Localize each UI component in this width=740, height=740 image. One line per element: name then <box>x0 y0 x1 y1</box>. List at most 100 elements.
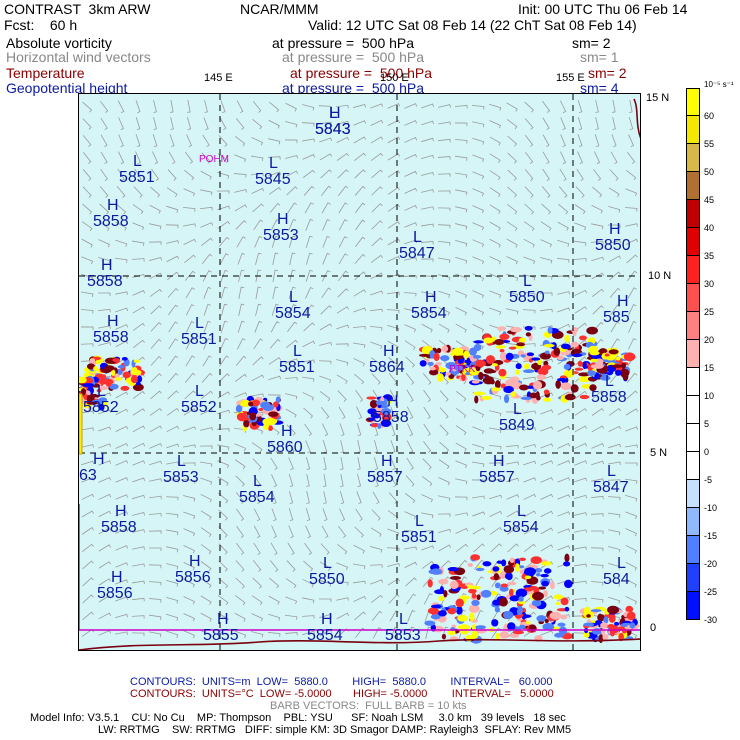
pressure-center-low: L 5845 <box>255 155 291 188</box>
field-sm-temperature: sm= 2 <box>588 65 627 81</box>
pressure-center-low: L 5858 <box>591 373 627 406</box>
colorbar-segment <box>686 592 700 620</box>
colorbar-level-label: 20 <box>704 335 715 345</box>
colorbar-level-label: 0 <box>704 447 710 457</box>
pressure-center-high: H 5864 <box>369 343 405 376</box>
pressure-center-low: L 5852 <box>181 383 217 416</box>
lon-tick-150: 150 E <box>380 72 409 84</box>
contours-temperature-info: CONTOURS: UNITS=°C LOW= -5.0000 HIGH= -5… <box>130 688 554 700</box>
colorbar-segment <box>686 312 700 340</box>
pressure-center-low: L 5850 <box>509 273 545 306</box>
barb-info: BARB VECTORS: FULL BARB = 10 kts <box>270 700 467 712</box>
model-info-line2: LW: RRTMG SW: RRTMG DIFF: simple KM: 3D … <box>98 724 572 736</box>
pressure-center-low: L 5851 <box>279 343 315 376</box>
field-pressure-geopotential: at pressure = 500 hPa <box>282 80 425 96</box>
pressure-center-high: H 5850 <box>595 221 631 254</box>
colorbar-level-label: 50 <box>704 167 715 177</box>
pressure-center-low: L 5843 <box>315 105 351 138</box>
pressure-center-high: H 5853 <box>263 211 299 244</box>
org-title: NCAR/MMM <box>240 1 319 17</box>
pressure-center-high: H 5843 <box>315 105 351 138</box>
lat-tick-10n: 10 N <box>648 270 672 282</box>
colorbar-level-label: 10 <box>704 391 715 401</box>
pressure-center-high: H 585 <box>603 293 630 326</box>
pressure-center-high: H 5858 <box>101 503 137 536</box>
pressure-center-low: L 5852 <box>83 383 119 416</box>
colorbar-level-label: 55 <box>704 139 715 149</box>
pressure-center-low: L 5847 <box>399 229 435 262</box>
lon-tick-145: 145 E <box>204 72 233 84</box>
pressure-center-low: L 584 <box>603 555 630 588</box>
model-info-line1: Model Info: V3.5.1 CU: No Cu MP: Thompso… <box>30 712 566 724</box>
colorbar-level-label: 15 <box>704 363 715 373</box>
field-name-temperature: Temperature <box>6 65 85 81</box>
field-name-wind: Horizontal wind vectors <box>6 49 151 65</box>
field-sm-vorticity: sm= 2 <box>572 35 611 51</box>
colorbar-segment <box>686 396 700 424</box>
colorbar-level-label: 60 <box>704 111 715 121</box>
pressure-center-low: L 5854 <box>275 289 311 322</box>
colorbar-level-label: 25 <box>704 307 715 317</box>
colorbar-level-label: 5 <box>704 419 710 429</box>
colorbar-segment <box>686 116 700 144</box>
model-title: CONTRAST 3km ARW <box>4 1 151 17</box>
pressure-center-low: L 5851 <box>181 315 217 348</box>
colorbar-segment <box>686 88 700 116</box>
pressure-center-low: L 5854 <box>503 503 539 536</box>
colorbar-segment <box>686 172 700 200</box>
map-graphics <box>79 94 640 650</box>
colorbar-level-label: -30 <box>704 615 718 625</box>
map-panel[interactable]: POHM PTKK H 5843 L 5851 L 5845 L 5843 H 5858 H 5853… <box>78 93 641 651</box>
pressure-center-low: L 5854 <box>239 473 275 506</box>
colorbar-level-label: 45 <box>704 195 715 205</box>
colorbar-level-label: -5 <box>704 475 713 485</box>
colorbar-level-label: -25 <box>704 587 718 597</box>
lat-tick-15n: 15 N <box>646 92 670 104</box>
pressure-center-high: H 5860 <box>267 423 303 456</box>
pressure-center-high: H 5858 <box>87 257 123 290</box>
pressure-center-high: H 5856 <box>175 553 211 586</box>
colorbar-segment <box>686 144 700 172</box>
colorbar-segment <box>686 228 700 256</box>
lat-tick-0: 0 <box>650 622 657 634</box>
colorbar-segment <box>686 284 700 312</box>
field-pressure-wind: at pressure = 500 hPa <box>282 49 425 65</box>
colorbar-segment <box>686 340 700 368</box>
pressure-center-high: H 5854 <box>411 289 447 322</box>
colorbar-level-label: -15 <box>704 531 718 541</box>
colorbar-segment <box>686 256 700 284</box>
colorbar-segment <box>686 368 700 396</box>
station-label: PTKK <box>449 364 476 375</box>
colorbar-level-label: -10 <box>704 503 718 513</box>
pressure-center-high: H 5858 <box>93 313 129 346</box>
pressure-center-low: L 5853 <box>163 453 199 486</box>
pressure-center-high: H 5854 <box>307 611 343 644</box>
pressure-center-low: L 5850 <box>309 555 345 588</box>
station-label: POHM <box>199 154 229 165</box>
colorbar-segment <box>686 452 700 480</box>
pressure-center-high: H 63 <box>79 451 105 484</box>
pressure-center-high: H 5855 <box>203 611 239 644</box>
field-sm-geopotential: sm= 4 <box>580 80 619 96</box>
valid-time: Valid: 12 UTC Sat 08 Feb 14 (22 ChT Sat … <box>308 17 637 33</box>
field-pressure-temperature: at pressure = 500 hPa <box>290 65 433 81</box>
lat-lon-grid <box>79 94 640 650</box>
pressure-center-high: H 5858 <box>93 197 129 230</box>
field-name-geopotential: Geopotential height <box>6 80 128 96</box>
colorbar-segment <box>686 508 700 536</box>
pressure-center-high: H 5858 <box>373 393 409 426</box>
colorbar-level-label: -20 <box>704 559 718 569</box>
forecast-hour: Fcst: 60 h <box>4 17 78 33</box>
colorbar-segment <box>686 200 700 228</box>
pressure-center-low: L 5851 <box>119 153 155 186</box>
vorticity-colorbar <box>686 88 700 620</box>
colorbar-unit: 10⁻⁵ s⁻¹ <box>704 80 734 89</box>
colorbar-level-label: 30 <box>704 279 715 289</box>
field-name-vorticity: Absolute vorticity <box>6 35 112 51</box>
colorbar-level-label: 35 <box>704 251 715 261</box>
colorbar-segment <box>686 536 700 564</box>
pressure-center-low: L 5849 <box>499 401 535 434</box>
pressure-center-low: L 5853 <box>385 611 421 644</box>
pressure-center-low: L 5851 <box>401 513 437 546</box>
colorbar-level-label: 40 <box>704 223 715 233</box>
